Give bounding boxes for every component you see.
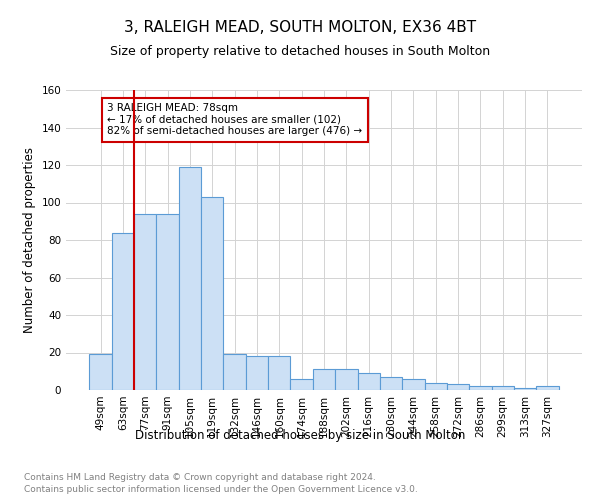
Bar [358, 373, 380, 390]
Bar [313, 370, 335, 390]
Bar [134, 214, 157, 390]
Bar [402, 379, 425, 390]
Bar [89, 354, 112, 390]
Bar [469, 386, 491, 390]
Bar [112, 232, 134, 390]
Text: Size of property relative to detached houses in South Molton: Size of property relative to detached ho… [110, 45, 490, 58]
Text: 3 RALEIGH MEAD: 78sqm
← 17% of detached houses are smaller (102)
82% of semi-det: 3 RALEIGH MEAD: 78sqm ← 17% of detached … [107, 103, 362, 136]
Text: Contains public sector information licensed under the Open Government Licence v3: Contains public sector information licen… [24, 485, 418, 494]
Bar [536, 386, 559, 390]
Bar [268, 356, 290, 390]
Text: 3, RALEIGH MEAD, SOUTH MOLTON, EX36 4BT: 3, RALEIGH MEAD, SOUTH MOLTON, EX36 4BT [124, 20, 476, 35]
Bar [447, 384, 469, 390]
Text: Contains HM Land Registry data © Crown copyright and database right 2024.: Contains HM Land Registry data © Crown c… [24, 472, 376, 482]
Bar [335, 370, 358, 390]
Bar [491, 386, 514, 390]
Bar [380, 377, 402, 390]
Bar [514, 388, 536, 390]
Bar [246, 356, 268, 390]
Y-axis label: Number of detached properties: Number of detached properties [23, 147, 36, 333]
Bar [223, 354, 246, 390]
Bar [425, 382, 447, 390]
Text: Distribution of detached houses by size in South Molton: Distribution of detached houses by size … [135, 428, 465, 442]
Bar [290, 379, 313, 390]
Bar [157, 214, 179, 390]
Bar [201, 197, 223, 390]
Bar [179, 167, 201, 390]
